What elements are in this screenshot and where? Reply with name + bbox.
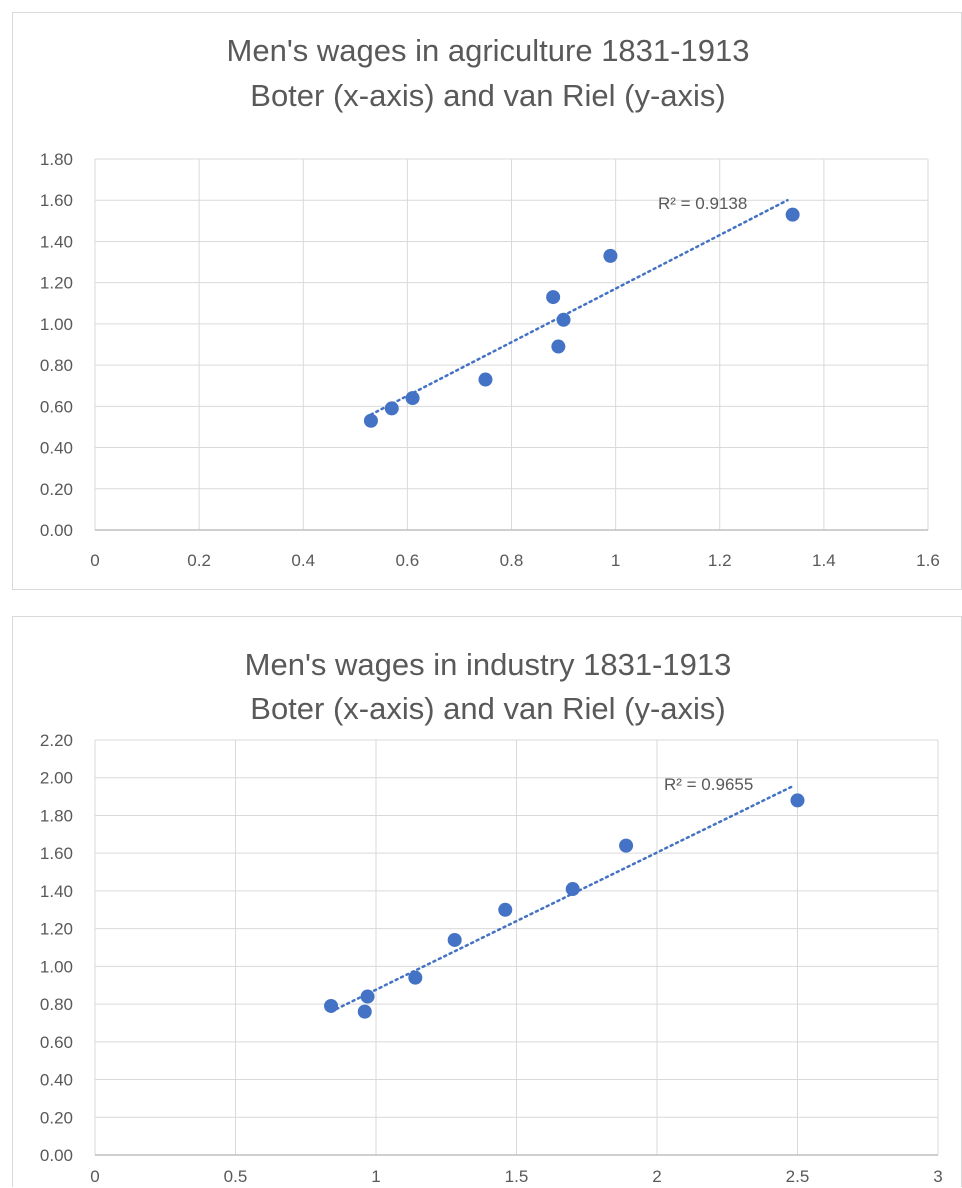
agri-x-tick-label: 0.8	[500, 551, 524, 570]
agri-data-point-2	[384, 401, 399, 416]
agri-x-tick-label: 1.4	[812, 551, 836, 570]
ind-data-point-1	[324, 998, 339, 1013]
agri-x-tick-label: 1.6	[916, 551, 940, 570]
agri-data-point-6	[551, 339, 566, 354]
agri-y-tick-label: 1.80	[40, 150, 73, 169]
agri-y-tick-label: 1.00	[40, 315, 73, 334]
agri-title-line-2: Boter (x-axis) and van Riel (y-axis)	[250, 78, 725, 113]
ind-y-tick-label: 0.40	[40, 1071, 73, 1090]
agri-data-point-1	[363, 413, 378, 428]
agri-y-tick-label: 0.40	[40, 439, 73, 458]
ind-y-tick-label: 1.20	[40, 920, 73, 939]
ind-y-tick-label: 0.00	[40, 1146, 73, 1165]
ind-y-tick-label: 1.60	[40, 844, 73, 863]
agriculture-wages-chart: Men's wages in agriculture 1831-1913 Bote…	[12, 12, 962, 590]
ind-y-tick-label: 2.20	[40, 731, 73, 750]
agri-y-tick-label: 0.80	[40, 356, 73, 375]
ind-x-tick-label: 0.5	[224, 1167, 248, 1186]
ind-title-line-2: Boter (x-axis) and van Riel (y-axis)	[250, 691, 725, 726]
agri-data-point-5	[546, 290, 561, 305]
agri-title-line-1: Men's wages in agriculture 1831-1913	[227, 33, 750, 68]
ind-y-tick-label: 0.80	[40, 995, 73, 1014]
agri-x-tick-label: 0.2	[187, 551, 211, 570]
agri-x-tick-label: 1.2	[708, 551, 732, 570]
agri-x-tick-label: 0.4	[291, 551, 315, 570]
ind-data-point-6	[498, 902, 513, 917]
ind-data-point-5	[447, 932, 462, 947]
agri-data-point-9	[785, 207, 800, 222]
ind-data-point-7	[565, 882, 580, 897]
agri-y-tick-label: 0.60	[40, 397, 73, 416]
ind-x-tick-label: 2	[652, 1167, 661, 1186]
agri-y-tick-label: 0.00	[40, 521, 73, 540]
ind-data-point-8	[619, 838, 634, 853]
ind-x-tick-label: 1.5	[505, 1167, 529, 1186]
agri-r-squared-label: R² = 0.9138	[658, 194, 747, 213]
ind-x-tick-label: 1	[371, 1167, 380, 1186]
agri-y-tick-label: 1.40	[40, 232, 73, 251]
agri-data-point-3	[405, 391, 420, 406]
agri-y-tick-label: 0.20	[40, 480, 73, 499]
ind-data-point-3	[360, 989, 375, 1004]
agriculture-chart-svg: Men's wages in agriculture 1831-1913 Bote…	[40, 33, 940, 570]
ind-x-tick-label: 3	[933, 1167, 942, 1186]
ind-y-tick-label: 2.00	[40, 769, 73, 788]
ind-data-point-4	[408, 970, 423, 985]
agri-trendline	[369, 198, 789, 416]
agri-data-point-4	[478, 372, 493, 387]
ind-x-tick-label: 2.5	[786, 1167, 810, 1186]
agri-data-point-7	[556, 312, 571, 327]
ind-trendline	[329, 784, 796, 1013]
agri-y-tick-label: 1.20	[40, 274, 73, 293]
agri-x-tick-label: 0.6	[396, 551, 420, 570]
ind-y-tick-label: 0.20	[40, 1108, 73, 1127]
agri-y-tick-label: 1.60	[40, 191, 73, 210]
agri-data-point-8	[603, 248, 618, 263]
agri-x-tick-label: 1	[611, 551, 620, 570]
ind-r-squared-label: R² = 0.9655	[664, 775, 753, 794]
ind-y-tick-label: 1.40	[40, 882, 73, 901]
ind-y-tick-label: 1.00	[40, 957, 73, 976]
ind-data-point-9	[790, 793, 805, 808]
ind-title-line-1: Men's wages in industry 1831-1913	[245, 647, 732, 682]
industry-chart-svg: Men's wages in industry 1831-1913 Boter (…	[40, 647, 943, 1186]
ind-y-tick-label: 1.80	[40, 806, 73, 825]
agri-x-tick-label: 0	[90, 551, 99, 570]
ind-x-tick-label: 0	[90, 1167, 99, 1186]
industry-wages-chart: Men's wages in industry 1831-1913 Boter (…	[12, 616, 962, 1187]
ind-data-point-2	[357, 1004, 372, 1019]
ind-y-tick-label: 0.60	[40, 1033, 73, 1052]
